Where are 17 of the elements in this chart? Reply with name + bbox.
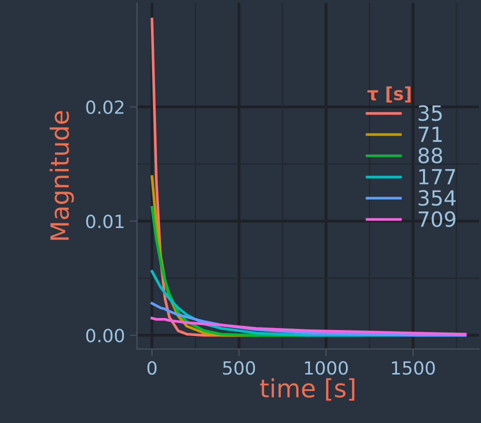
x-tick-label: 500	[223, 361, 256, 375]
line-series	[150, 316, 467, 336]
legend-label: 88	[418, 148, 442, 164]
legend-label: 709	[418, 211, 456, 228]
legend-title: τ [s]	[367, 86, 411, 102]
legend-label: 35	[418, 105, 442, 121]
legend-label: 71	[418, 126, 442, 142]
x-tick-label: 1000	[305, 361, 348, 375]
legend-label: 177	[419, 169, 456, 184]
x-axis-title: time [s]	[260, 378, 354, 401]
x-tick-label: 0	[147, 361, 157, 375]
y-tick-label: 0.01	[86, 214, 124, 228]
x-tick-label: 1500	[392, 361, 435, 375]
legend-label: 354	[418, 190, 456, 206]
y-axis-title: Magnitude	[50, 111, 74, 240]
y-tick-label: 0.00	[86, 328, 124, 342]
y-tick-label: 0.02	[86, 100, 124, 114]
